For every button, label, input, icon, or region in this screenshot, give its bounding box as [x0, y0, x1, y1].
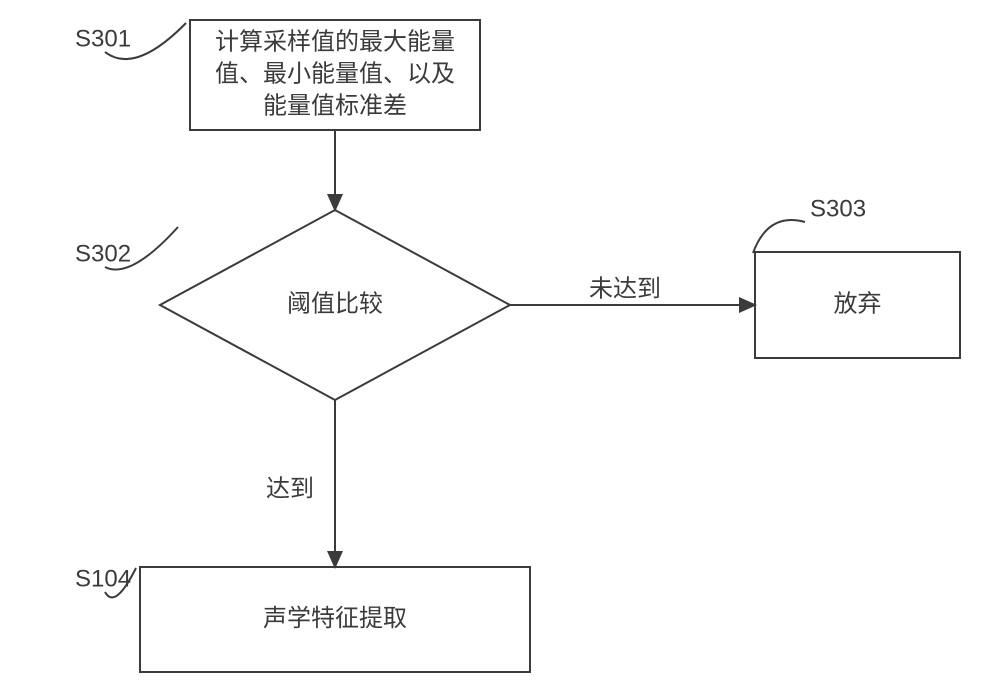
node-s301: 计算采样值的最大能量值、最小能量值、以及能量值标准差	[190, 20, 480, 130]
callout-s303	[753, 220, 805, 253]
node-s104: 声学特征提取	[140, 567, 530, 672]
flowchart: 计算采样值的最大能量值、最小能量值、以及能量值标准差阈值比较放弃声学特征提取未达…	[0, 0, 1000, 699]
step-label-s302: S302	[75, 240, 131, 267]
step-label-s301: S301	[75, 25, 131, 52]
node-s303: 放弃	[755, 252, 960, 358]
step-label-s104: S104	[75, 565, 131, 592]
edge-label: 未达到	[589, 275, 661, 302]
node-text: 放弃	[834, 290, 882, 317]
node-text: 值、最小能量值、以及	[215, 60, 455, 87]
step-label-s303: S303	[810, 195, 866, 222]
node-s302: 阈值比较	[160, 210, 510, 400]
node-text: 计算采样值的最大能量	[215, 28, 455, 55]
node-text: 能量值标准差	[263, 92, 407, 119]
node-text: 声学特征提取	[263, 605, 407, 632]
edge-label: 达到	[266, 475, 314, 502]
node-text: 阈值比较	[287, 290, 383, 317]
